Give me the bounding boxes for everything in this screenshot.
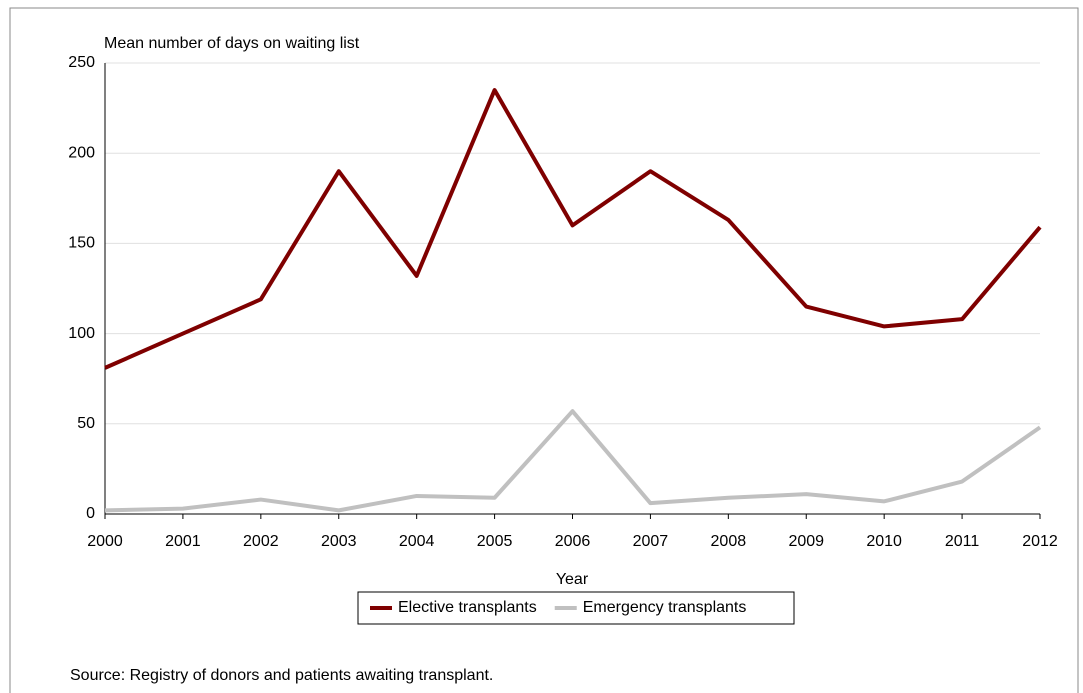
y-tick-label: 50 [77,415,95,432]
y-tick-label: 150 [68,235,95,252]
y-tick-label: 0 [86,505,95,522]
x-tick-label: 2011 [945,533,980,550]
frame [9,7,1079,693]
y-axis-label: Mean number of days on waiting list [104,35,360,52]
x-axis-label: Year [556,571,589,588]
source-note: Source: Registry of donors and patients … [70,667,493,684]
x-tick-label: 2000 [87,533,123,550]
y-tick-label: 250 [68,54,95,71]
x-tick-label: 2010 [866,533,902,550]
series-line [104,88,1042,370]
x-tick-label: 2002 [243,533,279,550]
legend-label: Emergency transplants [583,599,747,616]
x-tick-label: 2007 [633,533,669,550]
x-tick-label: 2008 [711,533,747,550]
x-tick-label: 2001 [165,533,201,550]
x-tick-label: 2009 [788,533,824,550]
x-tick-label: 2003 [321,533,357,550]
x-tick-label: 2006 [555,533,591,550]
y-tick-label: 200 [68,144,95,161]
y-tick-label: 100 [68,325,95,342]
x-tick-label: 2012 [1022,533,1058,550]
series-line [104,409,1042,513]
x-tick-label: 2004 [399,533,435,550]
x-tick-label: 2005 [477,533,513,550]
legend-label: Elective transplants [398,599,537,616]
